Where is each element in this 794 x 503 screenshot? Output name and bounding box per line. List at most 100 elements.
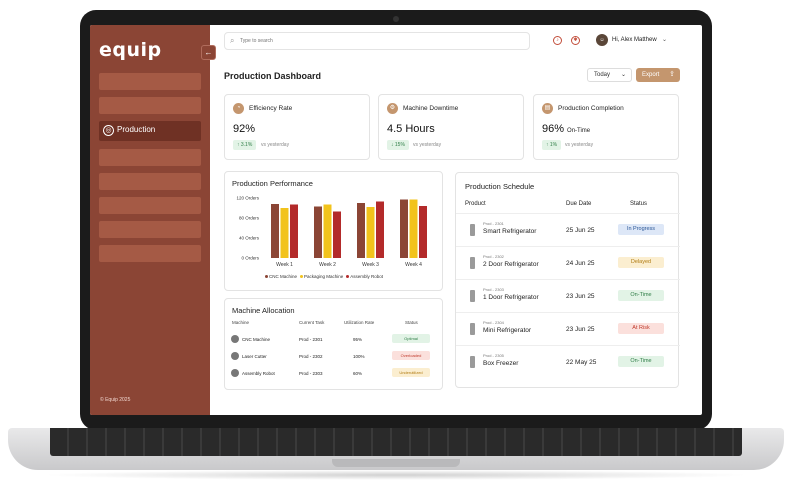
chevron-down-icon: ⌄ [620,72,626,78]
sidebar-item-7[interactable] [99,221,201,238]
production-icon: ◎ [103,125,114,136]
kpi-delta: ↑ 3.1% [233,140,257,150]
table-row[interactable]: Prod - 2302 2 Door Refrigerator 24 Jun 25 D… [456,246,680,279]
legend-entry: Assembly Robot [346,274,383,279]
column-header: Status [630,201,648,207]
column-header: Status [405,320,418,325]
kpi-value: 96% On-Time [542,123,590,135]
user-greeting[interactable]: Hi, Alex Matthew [612,37,657,43]
sidebar-item-label: Production [117,125,156,134]
search-icon: ⌕ [230,36,235,45]
bar-cnc-machine-week-3[interactable] [357,203,365,258]
bar-assembly-robot-week-4[interactable] [419,206,427,258]
laptop-notch [332,459,460,467]
column-header: Product [465,201,486,207]
sidebar-item-6[interactable] [99,197,201,214]
y-tick-label: 120 Orders [236,196,259,201]
product-name: Smart Refrigerator [483,228,537,235]
collapse-sidebar-button[interactable]: ← [201,45,216,60]
search-bar[interactable]: ⌕ [224,32,530,50]
table-row[interactable]: Prod - 2303 1 Door Refrigerator 23 Jun 25 O… [456,279,680,312]
search-input[interactable] [240,35,520,47]
bar-packaging-machine-week-1[interactable] [280,208,289,258]
export-label: Export [642,72,660,78]
date-filter-select[interactable]: Today ⌄ [587,68,632,82]
copyright: © Equip 2025 [100,397,131,403]
kpi-value-number: 96% [542,123,565,135]
laptop-shadow [40,470,752,480]
sidebar-item-8[interactable] [99,245,201,262]
column-header: Current Task [299,320,325,325]
bar-assembly-robot-week-2[interactable] [333,211,341,259]
machine-avatar [231,352,239,360]
bar-assembly-robot-week-1[interactable] [290,204,298,259]
page-title: Production Dashboard [224,71,322,81]
bar-cnc-machine-week-4[interactable] [400,199,408,259]
date-filter-value: Today [594,72,611,78]
sidebar-item-production[interactable]: ◎ Production [99,121,201,141]
chevron-down-icon[interactable]: ⌄ [662,37,668,43]
sidebar-item-1[interactable] [99,73,201,90]
bar-cnc-machine-week-2[interactable] [314,206,322,259]
table-row[interactable]: Laser Cutter Prod - 2302 100% Overloaded [225,348,442,366]
table-row[interactable]: Prod - 2304 Mini Refrigerator 23 Jun 25 At … [456,312,680,345]
kpi-delta: ↑ 1% [542,140,562,150]
kpi-comparison: vs yesterday [565,142,594,148]
due-date: 25 Jun 25 [566,227,595,234]
y-tick-label: 40 Orders [239,236,260,241]
card-title: Production Performance [232,179,313,188]
utilization-rate: 60% [353,371,363,376]
bell-icon[interactable]: ♪ [553,36,562,45]
machine-name: Laser Cutter [242,354,267,359]
bar-assembly-robot-week-3[interactable] [376,201,384,259]
machine-avatar [231,335,239,343]
status-badge: In Progress [618,224,664,235]
machine-avatar [231,369,239,377]
due-date: 22 May 25 [566,359,597,366]
status-badge: On-Time [618,290,664,301]
legend-entry: CNC Machine [265,274,297,279]
table-row[interactable]: Prod - 2301 Smart Refrigerator 25 Jun 25 In… [456,213,680,246]
bar-packaging-machine-week-4[interactable] [409,199,418,259]
sidebar-item-5[interactable] [99,173,201,190]
efficiency-icon: ◔ [233,103,244,114]
due-date: 24 Jun 25 [566,260,595,267]
kpi-card-efficiency: ◔ Efficiency Rate 92% ↑ 3.1% vs yesterda… [224,94,370,160]
kpi-value: 92% [233,123,255,135]
kpi-value-number: 92% [233,123,256,135]
production-performance-chart: 0 Orders 40 Orders 80 Orders 120 Orders Week… [236,196,427,268]
settings-icon[interactable]: ✱ [571,36,580,45]
bar-packaging-machine-week-2[interactable] [323,204,332,259]
status-badge: At Risk [618,323,664,334]
current-task: Prod - 2303 [299,371,323,376]
x-tick-label: Week 2 [319,262,336,268]
product-id: Prod - 2304 [483,320,504,325]
legend-label: Packaging Machine [304,274,344,279]
production-performance-card: Production Performance 0 Orders 40 Orders… [224,171,443,291]
due-date: 23 Jun 25 [566,326,595,333]
table-row[interactable]: Prod - 2305 Box Freezer 22 May 25 On-Time [456,345,680,378]
table-row[interactable]: Assembly Robot Prod - 2303 60% Underutilize… [225,365,442,383]
legend-label: Assembly Robot [350,274,384,279]
product-name: Mini Refrigerator [483,327,532,334]
kpi-comparison: vs yesterday [413,142,442,148]
bar-packaging-machine-week-3[interactable] [366,207,375,258]
bar-cnc-machine-week-1[interactable] [271,204,279,258]
refrigerator-icon [470,356,475,368]
refrigerator-icon [470,323,475,335]
kpi-delta: ↓ 15% [387,140,409,150]
card-title: Production Schedule [465,182,535,191]
x-tick-label: Week 4 [405,262,422,268]
export-button[interactable]: Export ⇪ [636,68,680,82]
product-name: 2 Door Refrigerator [483,261,539,268]
legend-swatch [300,275,304,279]
due-date: 23 Jun 25 [566,293,595,300]
table-row[interactable]: CNC Machine Prod - 2301 95% Optimal [225,331,442,349]
avatar[interactable]: ☺ [596,34,608,46]
webcam [393,16,399,22]
utilization-rate: 95% [353,337,363,342]
product-id: Prod - 2301 [483,221,504,226]
sidebar-item-4[interactable] [99,149,201,166]
sidebar-item-2[interactable] [99,97,201,114]
sidebar: equip ◎ Production © Equip 2025 [90,25,210,415]
